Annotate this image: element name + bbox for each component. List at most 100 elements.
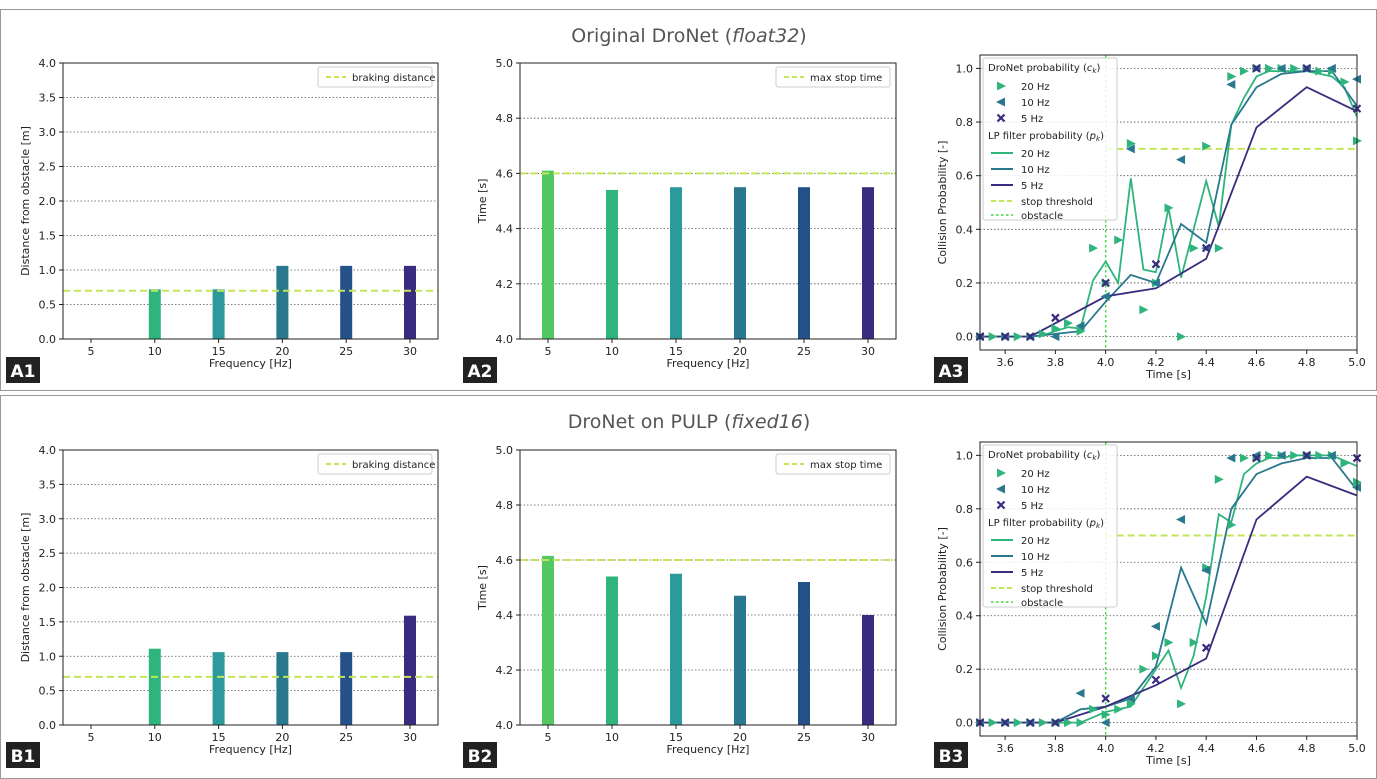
legend-dronet-hz5: 5 Hz	[1021, 114, 1043, 125]
legend-dronet-hz20: 20 Hz	[1021, 82, 1050, 93]
point-20hz	[1038, 718, 1048, 728]
point-20hz	[1038, 329, 1048, 339]
y-tick-label: 1.5	[39, 616, 57, 629]
point-5hz	[1201, 643, 1211, 653]
bar-20hz	[276, 265, 289, 339]
y-axis-label: Distance from obstacle [m]	[19, 513, 32, 663]
legend-dronet-hz10: 10 Hz	[1021, 485, 1050, 496]
x-tick-label: 5	[545, 731, 552, 744]
point-10hz	[1276, 63, 1286, 73]
point-20hz	[1101, 710, 1111, 720]
bar-25hz	[798, 187, 810, 339]
point-20hz	[1239, 453, 1249, 463]
point-10hz	[1201, 565, 1211, 575]
point-20hz	[1214, 243, 1224, 253]
row-b-title: DroNet on PULP (fixed16)	[568, 411, 810, 433]
x-tick-label: 15	[212, 345, 226, 358]
point-5hz	[1201, 243, 1211, 253]
legend-box	[775, 66, 891, 88]
y-tick-label: 2.0	[39, 195, 57, 208]
bar-10hz	[148, 289, 161, 339]
bar-20hz	[734, 595, 746, 725]
point-20hz	[1063, 718, 1073, 728]
point-5hz	[1252, 64, 1261, 73]
y-tick-label: 4.2	[496, 664, 514, 677]
point-5hz	[1252, 453, 1261, 463]
legend-label: max stop time	[810, 73, 882, 84]
plot-frame	[519, 62, 897, 340]
y-tick-label: 0.2	[956, 277, 974, 290]
point-5hz	[1302, 451, 1312, 460]
legend-dronet-header: DroNet probability (ck)	[988, 63, 1100, 75]
row-b-frame	[0, 395, 1377, 779]
y-tick-label: 3.5	[39, 478, 57, 491]
y-tick-label: 0.0	[956, 717, 974, 730]
x-tick-label: 25	[797, 345, 811, 358]
x-tick-label: 20	[275, 345, 289, 358]
point-10hz	[1150, 621, 1160, 631]
legend-box	[317, 453, 433, 475]
y-axis-label: Time [s]	[476, 179, 489, 225]
point-20hz	[1013, 718, 1023, 728]
point-10hz	[1050, 332, 1060, 342]
point-20hz	[1114, 704, 1124, 714]
point-20hz	[1076, 718, 1086, 728]
point-20hz	[1290, 450, 1300, 460]
y-tick-label: 1.0	[39, 264, 57, 277]
legend-label: braking distance	[352, 460, 435, 471]
legend-lp-header: LP filter probability (pk)	[988, 131, 1104, 143]
x-tick-label: 3.8	[1047, 742, 1065, 755]
x-tick-label: 20	[275, 731, 289, 744]
bar-5hz	[542, 555, 554, 725]
y-axis-label: Collision Probability [-]	[936, 527, 949, 651]
point-20hz	[1290, 63, 1300, 73]
x-tick-label: 4.6	[1248, 742, 1266, 755]
x-tick-label: 4.6	[1248, 356, 1266, 369]
panel-b2-stop-time: 4.0 4.2 4.4 4.6 4.8 5.0 5 10 15 20 25 30 max stop ti…	[463, 444, 897, 768]
plot-frame	[62, 62, 439, 340]
point-20hz	[1340, 458, 1350, 468]
point-20hz	[1177, 699, 1187, 709]
legend-lp-hz20: 20 Hz	[1021, 536, 1050, 547]
x-tick-label: 10	[605, 731, 619, 744]
point-20hz	[1214, 474, 1224, 484]
x-tick-label: 30	[861, 345, 875, 358]
y-tick-label: 2.5	[39, 161, 57, 174]
point-20hz	[988, 718, 998, 728]
point-20hz	[1164, 637, 1174, 647]
point-20hz	[1239, 66, 1249, 76]
point-20hz	[988, 332, 998, 342]
bar-30hz	[862, 615, 874, 725]
x-tick-label: 20	[733, 731, 747, 744]
x-axis-label: Frequency [Hz]	[667, 357, 750, 370]
bar-10hz	[148, 648, 161, 725]
point-5hz	[1302, 64, 1312, 73]
point-5hz	[1025, 718, 1035, 727]
bar-30hz	[404, 615, 416, 725]
y-tick-label: 0.4	[956, 223, 974, 236]
bar-25hz	[798, 582, 810, 725]
point-10hz	[996, 97, 1005, 107]
x-tick-label: 10	[148, 731, 162, 744]
point-10hz	[1100, 718, 1110, 728]
y-tick-label: 4.0	[39, 57, 57, 70]
point-20hz	[1013, 332, 1023, 342]
legend-lp-hz10: 10 Hz	[1021, 165, 1050, 176]
bar-10hz	[606, 189, 618, 339]
point-20hz	[997, 468, 1006, 478]
bar-15hz	[212, 652, 225, 725]
legend-dronet-hz20: 20 Hz	[1021, 469, 1050, 480]
panel-a2-stop-time: 4.0 4.2 4.4 4.6 4.8 5.0 5 10 15 20 25 30 max stop ti…	[463, 57, 897, 383]
panel-badge-label: B2	[468, 747, 493, 767]
legend-label: max stop time	[810, 460, 882, 471]
y-tick-label: 5.0	[496, 57, 514, 70]
x-tick-label: 4.8	[1298, 356, 1316, 369]
y-tick-label: 1.5	[39, 230, 57, 243]
x-tick-label: 4.0	[1097, 356, 1115, 369]
x-tick-label: 5	[545, 345, 552, 358]
y-tick-label: 0.5	[39, 685, 57, 698]
y-tick-label: 4.6	[496, 167, 514, 180]
legend-obstacle: obstacle	[1021, 211, 1063, 222]
x-tick-label: 5.0	[1348, 742, 1366, 755]
y-axis-label: Time [s]	[476, 565, 489, 611]
